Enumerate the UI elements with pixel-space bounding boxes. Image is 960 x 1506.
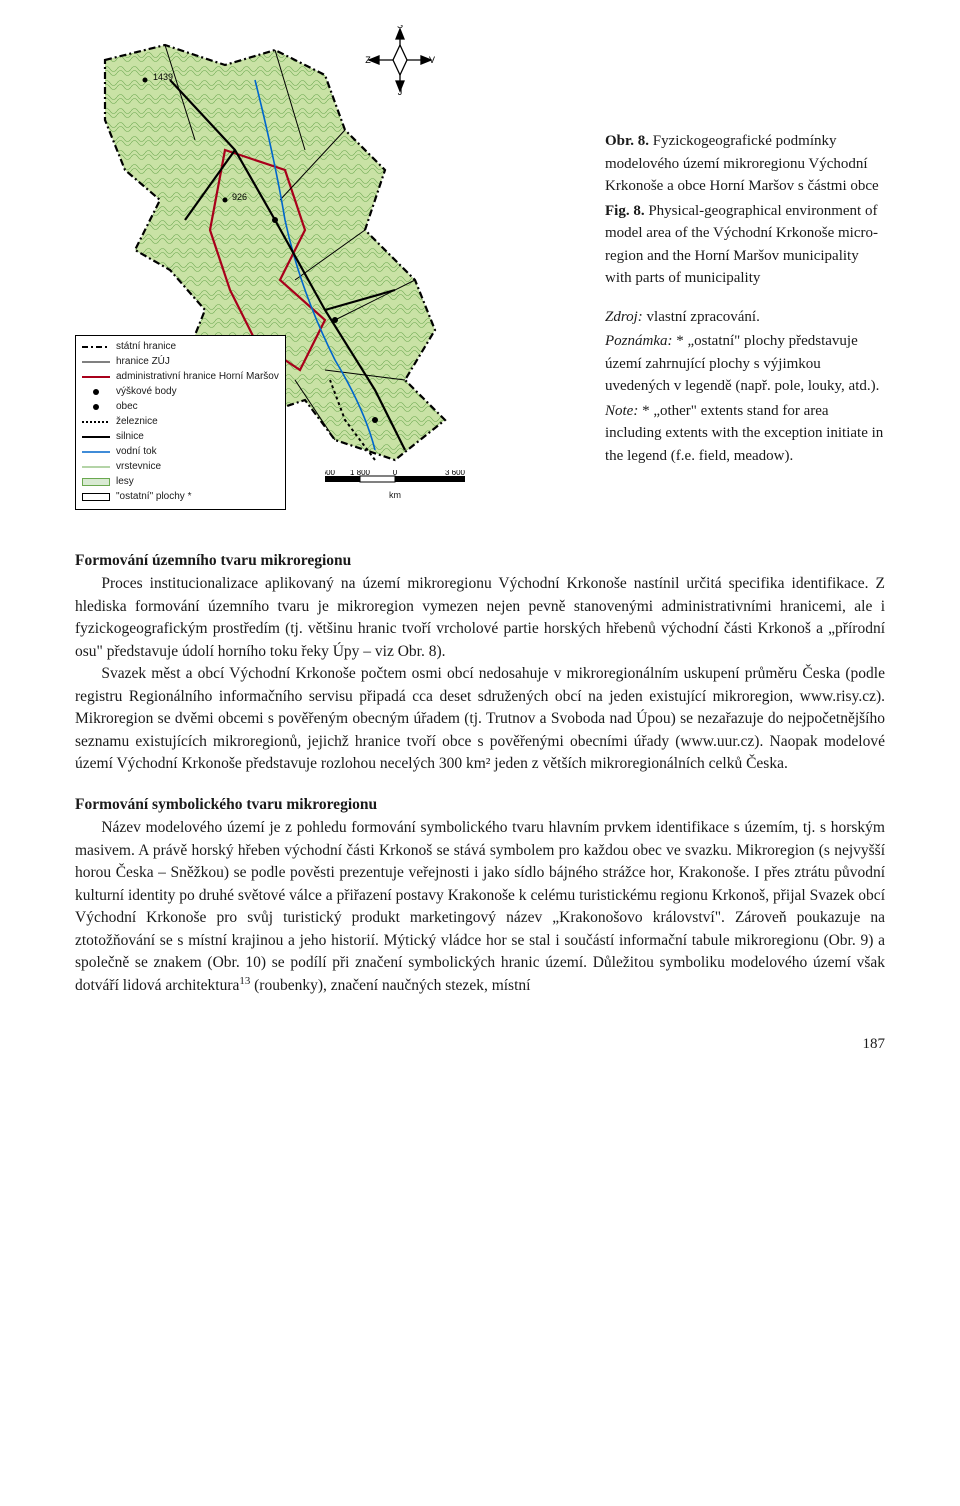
map-legend: státní hranicehranice ZÚJadministrativní… (75, 335, 286, 510)
legend-row: administrativní hranice Horní Maršov (82, 370, 279, 384)
settlement-dot (372, 417, 378, 423)
legend-swatch (82, 447, 110, 457)
map-area: S Z V J (75, 20, 585, 510)
legend-swatch (93, 389, 99, 395)
legend-swatch (82, 432, 110, 442)
figure-caption: Obr. 8. Fyzickogeografické podmínky mode… (605, 20, 885, 510)
section-heading: Formování symbolického tvaru mikroregion… (75, 794, 885, 816)
paragraph: Proces institucionalizace aplikovaný na … (75, 573, 885, 663)
legend-row: vodní tok (82, 445, 279, 459)
legend-swatch (93, 404, 99, 410)
elevation-label-1: 1439 (153, 72, 173, 82)
legend-label: silnice (116, 430, 144, 444)
settlement-dot (272, 217, 278, 223)
scale-bar: 3 600 1 800 0 3 600 km (325, 470, 465, 500)
page: S Z V J (0, 0, 960, 1093)
legend-swatch (82, 342, 110, 352)
paragraph: Název modelového území je z pohledu form… (75, 817, 885, 998)
scale-tick: 0 (393, 470, 398, 477)
legend-label: železnice (116, 415, 158, 429)
legend-swatch (82, 478, 110, 486)
section-heading: Formování územního tvaru mikroregionu (75, 550, 885, 572)
figure-block: S Z V J (75, 20, 885, 510)
legend-row: lesy (82, 475, 279, 489)
legend-row: "ostatní" plochy * (82, 490, 279, 504)
caption-cz-no: Obr. 8. (605, 133, 649, 149)
legend-row: silnice (82, 430, 279, 444)
legend-row: železnice (82, 415, 279, 429)
elevation-point (143, 78, 148, 83)
legend-swatch (82, 493, 110, 501)
legend-row: obec (82, 400, 279, 414)
note-en-label: Note: (605, 403, 638, 419)
legend-label: vodní tok (116, 445, 157, 459)
legend-label: administrativní hranice Horní Maršov (116, 370, 279, 384)
legend-swatch (82, 462, 110, 472)
legend-row: výškové body (82, 385, 279, 399)
legend-label: státní hranice (116, 340, 176, 354)
legend-row: státní hranice (82, 340, 279, 354)
elevation-point (223, 198, 228, 203)
settlement-dot (332, 317, 338, 323)
scale-tick: 3 600 (445, 470, 465, 477)
legend-swatch (82, 372, 110, 382)
caption-en: Physical-geographical environment of mod… (605, 203, 878, 287)
compass: S Z V J (365, 25, 435, 100)
legend-swatch (82, 357, 110, 367)
source-text: vlastní zpracování. (647, 309, 760, 325)
source-label: Zdroj: (605, 309, 643, 325)
legend-label: vrstevnice (116, 460, 161, 474)
page-number: 187 (75, 1036, 885, 1053)
legend-swatch (82, 417, 110, 427)
compass-s: J (398, 87, 403, 95)
legend-label: "ostatní" plochy * (116, 490, 191, 504)
legend-row: hranice ZÚJ (82, 355, 279, 369)
note-cz-label: Poznámka: (605, 333, 673, 349)
legend-label: hranice ZÚJ (116, 355, 170, 369)
legend-label: lesy (116, 475, 134, 489)
compass-w: Z (365, 55, 371, 65)
scale-tick: 3 600 (325, 470, 336, 477)
legend-label: výškové body (116, 385, 177, 399)
body-text: Formování územního tvaru mikroregionuPro… (75, 550, 885, 998)
elevation-label-2: 926 (232, 192, 247, 202)
legend-label: obec (116, 400, 138, 414)
paragraph: Svazek měst a obcí Východní Krkonoše poč… (75, 663, 885, 775)
caption-en-no: Fig. 8. (605, 203, 645, 219)
compass-e: V (429, 55, 435, 65)
legend-row: vrstevnice (82, 460, 279, 474)
scale-unit: km (325, 490, 465, 500)
note-en: * „other" extents stand for area includi… (605, 403, 883, 464)
compass-n: S (397, 25, 403, 30)
scale-tick: 1 800 (350, 470, 371, 477)
